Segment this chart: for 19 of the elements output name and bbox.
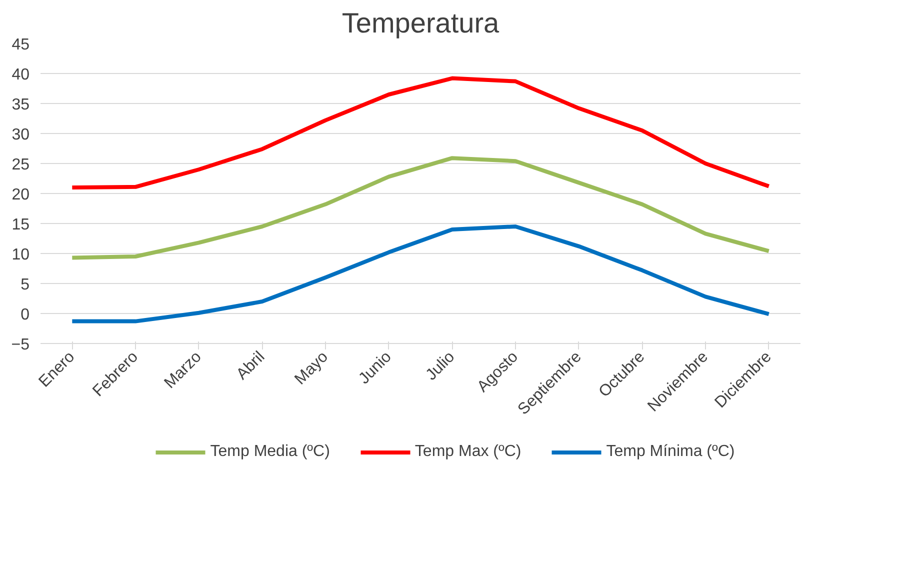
line-series (70, 156, 771, 260)
legend-label: Temp Mínima (ºC) (606, 443, 735, 461)
legend-label: Temp Media (ºC) (210, 443, 330, 461)
legend-label: Temp Max (ºC) (414, 443, 522, 461)
y-tick-label: 45 (12, 36, 30, 54)
y-tick-label: 25 (12, 156, 30, 174)
y-tick-label: 10 (12, 246, 30, 264)
y-tick-label: 30 (12, 126, 30, 144)
y-tick-label: 35 (12, 96, 30, 114)
x-tick-label: Julio (422, 348, 458, 384)
line-series (70, 76, 771, 190)
y-tick-label: 0 (20, 306, 30, 324)
y-tick-label: 5 (20, 276, 30, 294)
chart-title: Temperatura (342, 8, 500, 38)
y-tick-label: 40 (12, 66, 30, 84)
y-tick-label: 15 (12, 216, 30, 234)
y-tick-label: 20 (12, 186, 30, 204)
line-series (70, 224, 771, 324)
y-tick-label: −5 (11, 336, 30, 354)
